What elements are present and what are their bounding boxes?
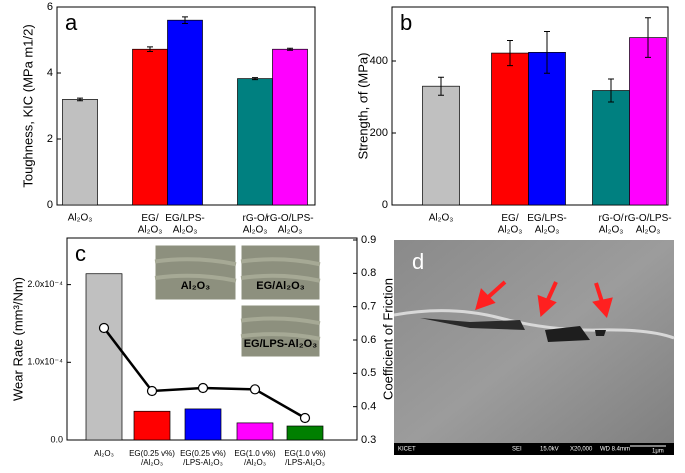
error-bar (182, 16, 188, 24)
y2-tick-label: 0.7 (361, 301, 376, 313)
crack-edge (393, 309, 675, 340)
x-tick-label: EG(0.25 v%)/Al₂O₃ (129, 449, 175, 467)
x-tick-label: EG/LPS-Al₂O₃ (527, 213, 566, 236)
bar (286, 425, 324, 441)
error-bar (77, 97, 83, 102)
bar (491, 52, 529, 206)
y-tick-label: 4 (47, 67, 53, 79)
cof-point (146, 385, 158, 397)
x-tick-label: rG-O/Al₂O₃ (243, 213, 268, 236)
bar (592, 90, 630, 206)
y-tick-label: 6 (47, 1, 53, 13)
bar (422, 85, 460, 206)
bar (132, 48, 168, 206)
inset-label: EG/LPS-Al₂O₃ (244, 338, 318, 350)
inset-label: Al₂O₃ (181, 280, 211, 292)
x-tick-label: rG-O/LPS-Al₂O₃ (266, 213, 313, 236)
panel-label: a (65, 10, 78, 35)
y2-tick-label: 0.4 (361, 401, 376, 413)
bar (237, 78, 273, 206)
inset-label: EG/Al₂O₃ (256, 280, 304, 292)
info-text: X20,000 (570, 447, 593, 453)
inset-texture (240, 316, 321, 341)
bar (528, 52, 566, 206)
bar (236, 422, 274, 441)
y-tick-label: 1.0x10⁻⁴ (27, 357, 63, 367)
bar (85, 273, 123, 441)
error-bar (544, 30, 550, 74)
y-axis-label: Wear Rate (mm³/Nm) (10, 277, 25, 401)
arrows (475, 280, 613, 319)
inset-photo (240, 244, 321, 301)
error-bar (507, 39, 513, 67)
sem-image: KICET SEI 15.0kV X20,000 WD 8.4mm 1μm d (393, 240, 675, 455)
cof-point (98, 322, 110, 334)
y2-tick-label: 0.6 (361, 334, 376, 346)
inset-photo (240, 304, 321, 358)
x-tick-label: EG/Al₂O₃ (138, 213, 163, 236)
panel-label: b (400, 10, 412, 35)
error-bar (287, 47, 293, 51)
sem-photo (394, 240, 674, 455)
y2-tick-label: 0.5 (361, 367, 376, 379)
x-tick-label: rG-O/Al₂O₃ (599, 213, 624, 236)
info-bar (394, 443, 674, 455)
info-text: WD 8.4mm (600, 447, 630, 453)
x-tick-label: Al₂O₃ (68, 213, 93, 224)
x-tick-label: rG-O/LPS-Al₂O₃ (624, 213, 671, 236)
y-axis-label: Strength, σf (MPa) (355, 52, 370, 159)
bar (133, 410, 171, 441)
error-bar (608, 78, 614, 103)
x-tick-label: EG(0.25 v%)/LPS-Al₂O₃ (180, 449, 226, 467)
bar (629, 37, 667, 206)
y2-tick-label: 0.9 (361, 234, 376, 246)
inset-texture (154, 257, 237, 283)
error-bar (252, 77, 258, 81)
y-axis-label: Toughness, KIC (MPa m1/2) (20, 24, 35, 187)
x-tick-label: EG/LPS-Al₂O₃ (165, 213, 204, 236)
y-tick-label: 0.0 (50, 434, 63, 444)
x-tick-label: EG(1.0 v%)/LPS-Al₂O₃ (284, 449, 326, 467)
pore (545, 326, 590, 342)
error-bar (438, 76, 444, 96)
y2-tick-label: 0.8 (361, 267, 376, 279)
error-bar (147, 46, 153, 53)
info-text: 15.0kV (540, 447, 559, 453)
y-tick-label: 0 (382, 199, 388, 211)
error-bar (645, 17, 651, 58)
bar (62, 99, 98, 206)
y-tick-label: 0 (47, 199, 53, 211)
cof-point (299, 412, 311, 424)
cof-point (249, 384, 261, 395)
inset-texture (240, 257, 321, 283)
pore (595, 330, 606, 336)
panel-label: d (412, 249, 424, 274)
x-tick-label: EG(1.0 v%)/Al₂O₃ (234, 449, 276, 467)
bar (272, 48, 308, 206)
pore (420, 318, 525, 330)
bar (184, 408, 222, 441)
x-tick-label: EG/Al₂O₃ (498, 213, 523, 236)
y-tick-label: 2.0x10⁻⁴ (27, 279, 63, 289)
y-tick-label: 400 (370, 55, 388, 67)
y2-tick-label: 0.3 (361, 434, 376, 446)
y-tick-label: 2 (47, 133, 53, 145)
y-tick-label: 200 (370, 127, 388, 139)
panel-label: c (75, 241, 86, 266)
x-tick-label: Al₂O₃ (94, 449, 114, 458)
info-text: 1μm (652, 449, 664, 455)
x-tick-label: Al₂O₃ (429, 213, 454, 224)
info-text: SEI (512, 447, 522, 453)
inset-photo (154, 244, 237, 301)
y2-axis-label: Coefficient of Friction (380, 278, 395, 400)
bar (167, 19, 203, 206)
info-text: KICET (398, 447, 416, 453)
cof-point (197, 382, 209, 394)
